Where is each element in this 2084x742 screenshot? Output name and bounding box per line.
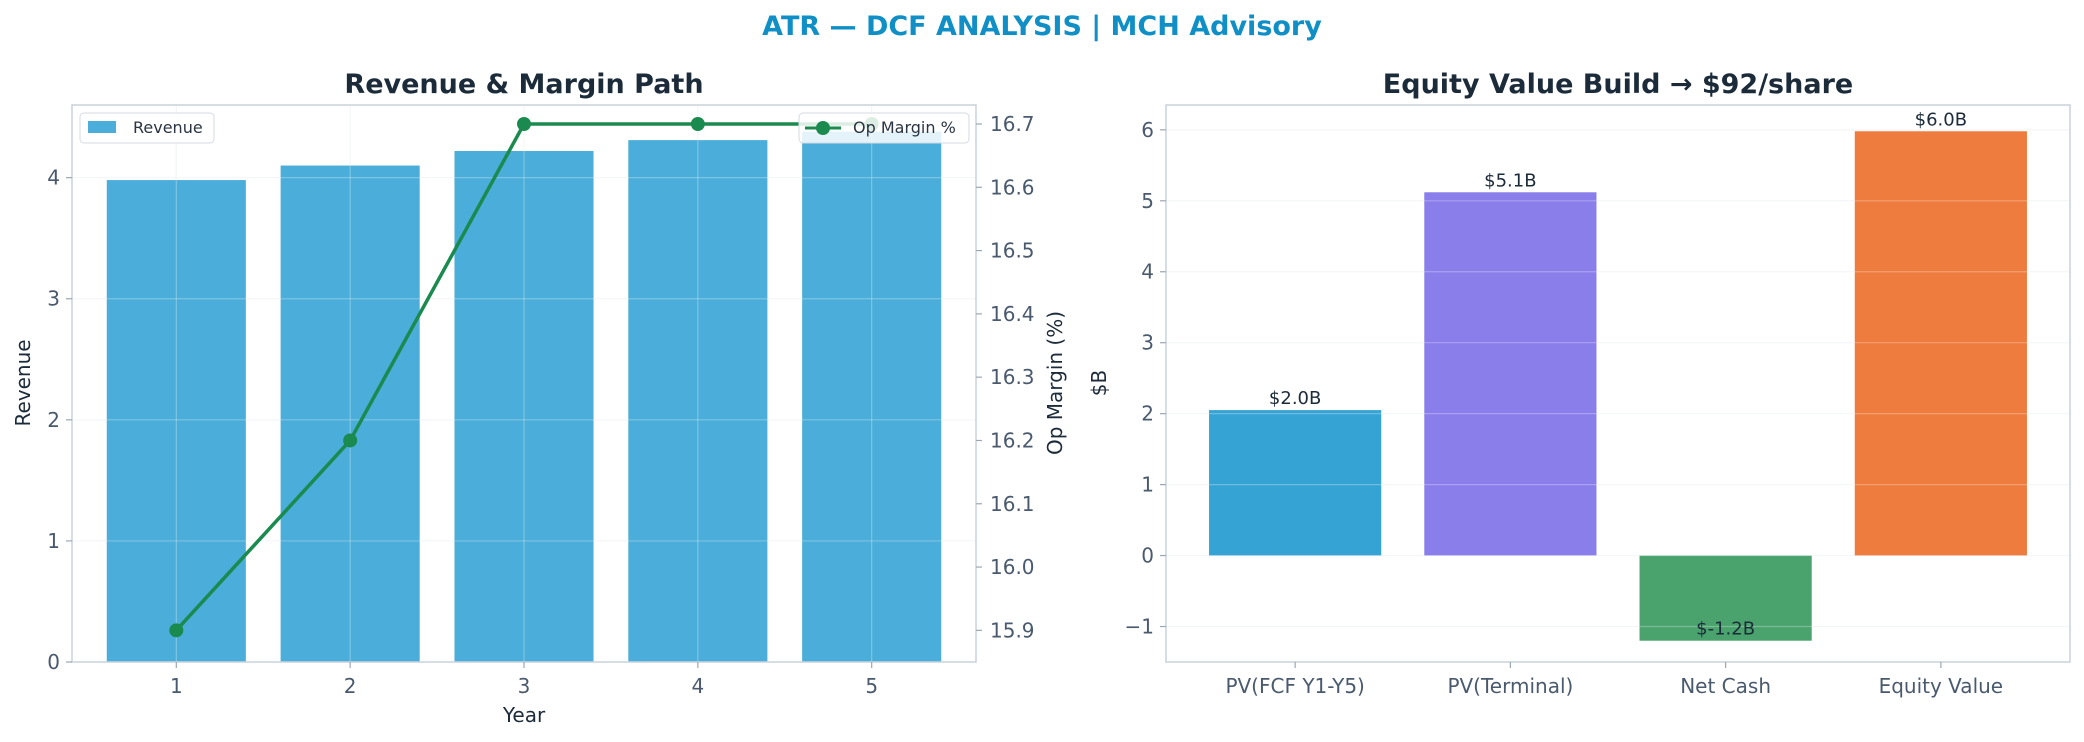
margin-y-tick-label: 16.4	[990, 302, 1035, 326]
equity-bar	[1854, 131, 2027, 556]
year-tick-label: 2	[344, 674, 357, 698]
revenue-legend-swatch	[88, 121, 116, 133]
margin-y-tick-label: 16.5	[990, 239, 1035, 263]
margin-y-tick-label: 16.6	[990, 175, 1035, 199]
revenue-y-tick-label: 4	[47, 166, 60, 190]
revenue-y-axis-label: Revenue	[11, 339, 35, 426]
equity-y-tick-label: 6	[1141, 118, 1154, 142]
equity-y-tick-label: 0	[1141, 544, 1154, 568]
equity-x-tick-label: PV(Terminal)	[1447, 674, 1573, 698]
year-tick-label: 3	[518, 674, 531, 698]
equity-bar-value-label: $5.1B	[1484, 170, 1536, 191]
equity-x-tick-label: PV(FCF Y1-Y5)	[1225, 674, 1364, 698]
margin-y-tick-label: 15.9	[990, 618, 1035, 642]
equity-y-tick-label: 5	[1141, 189, 1154, 213]
revenue-y-tick-label: 3	[47, 287, 60, 311]
equity-y-tick-label: −1	[1125, 615, 1154, 639]
revenue-legend-box	[79, 112, 215, 144]
margin-legend-marker	[816, 121, 830, 135]
revenue-chart-title: Revenue & Margin Path	[344, 69, 703, 100]
equity-bar-value-label: $6.0B	[1915, 109, 1967, 130]
equity-bar	[1209, 410, 1382, 556]
year-tick-label: 5	[865, 674, 878, 698]
year-tick-label: 4	[691, 674, 704, 698]
revenue-legend-label: Revenue	[133, 118, 203, 137]
equity-plot-frame	[1165, 104, 2071, 663]
op-margin-point	[517, 116, 531, 131]
revenue-y-tick-label: 0	[47, 650, 60, 674]
equity-build-panel: Equity Value Build → $92/share $2.0B $5.1…	[1087, 69, 2071, 698]
margin-y-tick-label: 16.7	[990, 112, 1035, 136]
margin-y-axis-label: Op Margin (%)	[1043, 311, 1067, 455]
op-margin-point	[343, 433, 358, 448]
margin-y-tick-label: 16.2	[990, 428, 1035, 452]
revenue-bar	[280, 165, 420, 663]
revenue-y-tick-label: 2	[47, 408, 60, 432]
margin-legend-label: Op Margin %	[853, 118, 956, 137]
equity-x-tick-label: Equity Value	[1879, 674, 2004, 698]
equity-bar	[1424, 192, 1597, 556]
equity-y-tick-label: 1	[1141, 473, 1154, 497]
equity-bar-value-label: $-1.2B	[1696, 619, 1755, 640]
equity-y-tick-label: 2	[1141, 402, 1154, 426]
margin-legend: Op Margin %	[798, 112, 970, 144]
equity-y-tick-label: 4	[1141, 260, 1154, 284]
margin-y-tick-label: 16.0	[990, 555, 1035, 579]
op-margin-point	[690, 116, 705, 131]
revenue-legend: Revenue	[79, 112, 215, 144]
dashboard-title: ATR — DCF ANALYSIS | MCH Advisory	[762, 11, 1322, 42]
margin-y-tick-label: 16.1	[990, 492, 1035, 516]
op-margin-point	[169, 623, 184, 638]
revenue-x-axis-label: Year	[502, 703, 546, 727]
equity-chart-title: Equity Value Build → $92/share	[1383, 69, 1853, 100]
revenue-y-tick-label: 1	[47, 529, 60, 553]
equity-bar	[1639, 555, 1812, 641]
year-tick-label: 1	[170, 674, 183, 698]
equity-y-axis-label: $B	[1087, 370, 1111, 396]
equity-x-tick-label: Net Cash	[1680, 674, 1771, 698]
margin-y-tick-label: 16.3	[990, 365, 1035, 389]
revenue-bar	[802, 131, 942, 662]
equity-bar-value-label: $2.0B	[1269, 388, 1321, 409]
revenue-bar	[628, 140, 768, 662]
revenue-bar	[454, 151, 594, 662]
margin-legend-box	[798, 112, 970, 144]
revenue-margin-panel: Revenue & Margin Path 0 1 2 3 4 15.9 16.0 16.1…	[11, 69, 1067, 727]
equity-y-tick-label: 3	[1141, 331, 1154, 355]
